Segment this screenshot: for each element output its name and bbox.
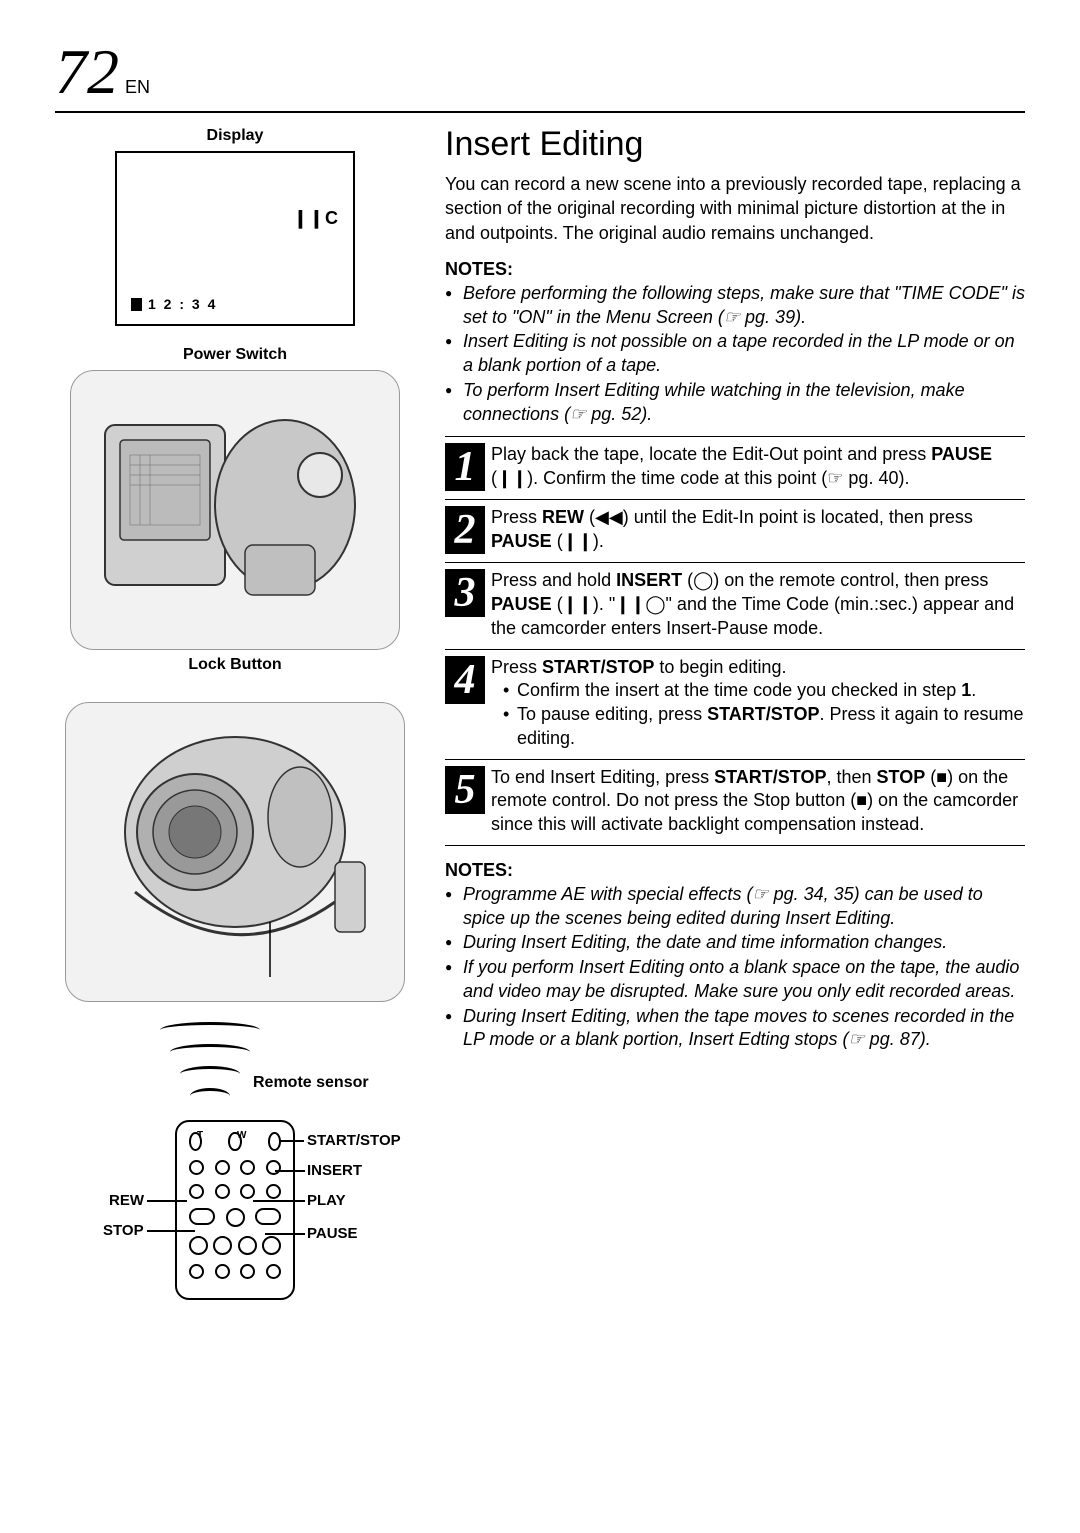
step-number: 5	[445, 766, 485, 814]
notes-list-1: Before performing the following steps, m…	[445, 282, 1025, 427]
remote-insert-label: INSERT	[307, 1162, 362, 1179]
step-body: To end Insert Editing, press START/STOP,…	[491, 766, 1025, 837]
remote-btn	[240, 1264, 255, 1279]
remote-control-illustration: T W	[175, 1120, 295, 1300]
step: 1Play back the tape, locate the Edit-Out…	[445, 437, 1025, 500]
step-number: 1	[445, 443, 485, 491]
remote-btn	[262, 1236, 281, 1255]
remote-btn	[189, 1184, 204, 1199]
tc-icon	[131, 298, 142, 311]
intro-text: You can record a new scene into a previo…	[445, 172, 1025, 245]
step-body: Press and hold INSERT (◯) on the remote …	[491, 569, 1025, 640]
remote-sensor-label: Remote sensor	[253, 1074, 369, 1092]
remote-btn	[268, 1132, 281, 1151]
remote-btn	[215, 1264, 230, 1279]
note-item: During Insert Editing, the date and time…	[445, 931, 1025, 955]
remote-btn	[215, 1160, 230, 1175]
step-body: Play back the tape, locate the Edit-Out …	[491, 443, 1025, 491]
power-switch-label: Power Switch	[55, 346, 415, 364]
display-timecode: 1 2 : 3 4	[131, 296, 217, 312]
step-number: 2	[445, 506, 485, 554]
page-number: 72	[55, 35, 119, 109]
remote-rew-label: REW	[109, 1192, 144, 1209]
step: 5To end Insert Editing, press START/STOP…	[445, 760, 1025, 846]
notes-heading-2: NOTES:	[445, 860, 1025, 881]
camcorder-side-illustration	[70, 370, 400, 650]
page-header: 72 EN	[55, 35, 1025, 113]
remote-btn	[266, 1264, 281, 1279]
step-body: Press REW (◀◀) until the Edit-In point i…	[491, 506, 1025, 554]
step: 4Press START/STOP to begin editing.Confi…	[445, 650, 1025, 760]
left-column: Display ❙❙C 1 2 : 3 4 Power Switch	[55, 125, 415, 1312]
remote-play-label: PLAY	[307, 1192, 346, 1209]
remote-pause-label: PAUSE	[307, 1225, 358, 1242]
step-sub-item: Confirm the insert at the time code you …	[503, 679, 1025, 703]
note-item: Programme AE with special effects (☞ pg.…	[445, 883, 1025, 931]
lock-button-label: Lock Button	[55, 656, 415, 674]
remote-btn	[255, 1208, 281, 1225]
camcorder-front-illustration	[65, 702, 405, 1002]
remote-btn	[240, 1160, 255, 1175]
remote-btn	[213, 1236, 232, 1255]
remote-stop-label: STOP	[103, 1222, 144, 1239]
note-item: If you perform Insert Editing onto a bla…	[445, 956, 1025, 1004]
step-body: Press START/STOP to begin editing.Confir…	[491, 656, 1025, 751]
step-sub-item: To pause editing, press START/STOP. Pres…	[503, 703, 1025, 751]
remote-btn	[189, 1264, 204, 1279]
remote-btn	[215, 1184, 230, 1199]
steps-list: 1Play back the tape, locate the Edit-Out…	[445, 436, 1025, 846]
w-label: W	[237, 1130, 246, 1141]
display-pause-icon: ❙❙C	[293, 208, 339, 229]
display-label: Display	[55, 127, 415, 145]
note-item: To perform Insert Editing while watching…	[445, 379, 1025, 427]
remote-btn	[240, 1184, 255, 1199]
remote-btn	[238, 1236, 257, 1255]
lang-code: EN	[125, 77, 150, 98]
step: 2Press REW (◀◀) until the Edit-In point …	[445, 500, 1025, 563]
note-item: During Insert Editing, when the tape mov…	[445, 1005, 1025, 1053]
section-title: Insert Editing	[445, 125, 1025, 164]
remote-btn	[189, 1236, 208, 1255]
note-item: Before performing the following steps, m…	[445, 282, 1025, 330]
camcorder-front-svg	[75, 712, 395, 992]
remote-btn	[189, 1160, 204, 1175]
remote-area: Remote sensor T W	[55, 1022, 415, 1312]
step: 3Press and hold INSERT (◯) on the remote…	[445, 563, 1025, 649]
right-column: Insert Editing You can record a new scen…	[445, 125, 1025, 1312]
notes-heading-1: NOTES:	[445, 259, 1025, 280]
t-label: T	[197, 1130, 203, 1141]
note-item: Insert Editing is not possible on a tape…	[445, 330, 1025, 378]
display-illustration: ❙❙C 1 2 : 3 4	[115, 151, 355, 326]
remote-btn	[266, 1160, 281, 1175]
step-number: 4	[445, 656, 485, 704]
remote-start-stop-label: START/STOP	[307, 1132, 401, 1149]
notes-list-2: Programme AE with special effects (☞ pg.…	[445, 883, 1025, 1052]
signal-waves	[160, 1022, 260, 1104]
tc-value: 1 2 : 3 4	[148, 296, 217, 312]
camcorder-svg	[85, 385, 385, 635]
remote-btn	[189, 1208, 215, 1225]
remote-btn	[226, 1208, 245, 1227]
remote-btn	[266, 1184, 281, 1199]
step-number: 3	[445, 569, 485, 617]
